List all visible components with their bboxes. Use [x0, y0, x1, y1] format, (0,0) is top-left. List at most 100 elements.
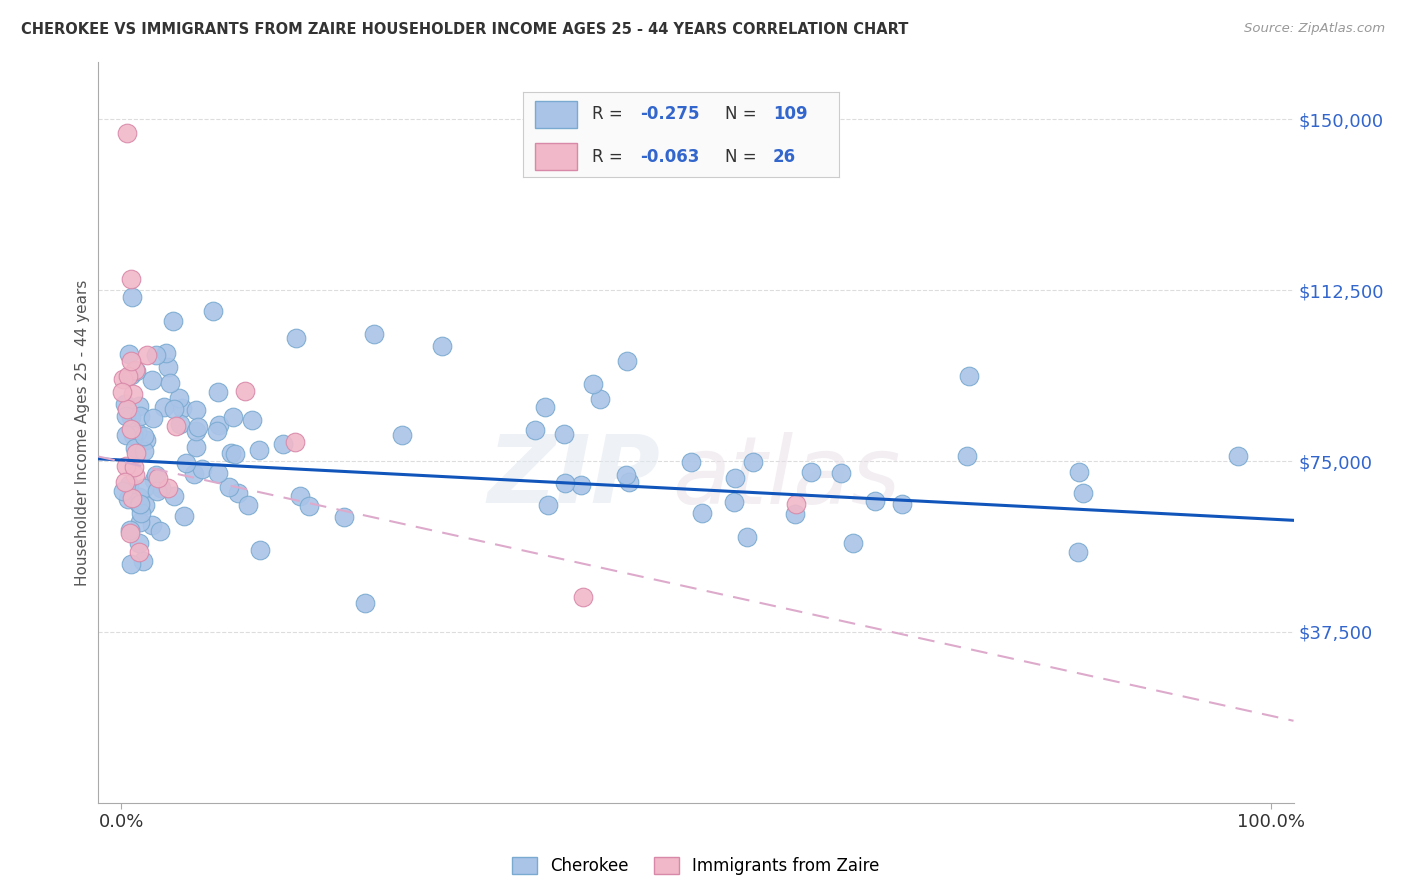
- Point: [249, 542, 271, 557]
- Point: [169, 417, 191, 431]
- Point: [120, 354, 142, 368]
- Point: [582, 376, 605, 391]
- Point: [129, 409, 152, 423]
- Text: ZIP: ZIP: [488, 431, 661, 523]
- Text: CHEROKEE VS IMMIGRANTS FROM ZAIRE HOUSEHOLDER INCOME AGES 25 - 44 YEARS CORRELAT: CHEROKEE VS IMMIGRANTS FROM ZAIRE HOUSEH…: [21, 22, 908, 37]
- Point: [830, 466, 852, 480]
- Point: [1071, 486, 1094, 500]
- Point: [115, 402, 138, 417]
- Point: [128, 535, 150, 549]
- Point: [841, 535, 863, 549]
- Point: [288, 490, 311, 504]
- Point: [554, 476, 576, 491]
- Point: [783, 507, 806, 521]
- Point: [124, 467, 146, 482]
- Point: [157, 359, 180, 374]
- Point: [184, 440, 207, 454]
- Point: [430, 339, 453, 353]
- Point: [120, 523, 142, 537]
- Point: [283, 434, 305, 449]
- Point: [122, 387, 145, 401]
- Point: [297, 500, 319, 514]
- Point: [141, 517, 163, 532]
- Point: [112, 372, 135, 386]
- Text: Source: ZipAtlas.com: Source: ZipAtlas.com: [1244, 22, 1385, 36]
- Point: [863, 494, 886, 508]
- Point: [146, 471, 169, 485]
- Point: [172, 401, 194, 416]
- Point: [240, 413, 263, 427]
- Point: [128, 497, 150, 511]
- Point: [121, 491, 143, 505]
- Point: [128, 399, 150, 413]
- Point: [120, 368, 142, 383]
- Point: [134, 429, 156, 443]
- Point: [271, 437, 294, 451]
- Text: atlas: atlas: [672, 432, 900, 523]
- Point: [135, 348, 157, 362]
- Point: [207, 424, 229, 438]
- Point: [785, 497, 807, 511]
- Point: [956, 449, 979, 463]
- Point: [284, 331, 307, 345]
- Point: [534, 401, 557, 415]
- Point: [117, 369, 139, 384]
- Point: [174, 456, 197, 470]
- Point: [333, 510, 356, 524]
- Point: [134, 498, 156, 512]
- Point: [120, 272, 142, 286]
- Point: [957, 369, 980, 384]
- Point: [391, 428, 413, 442]
- Point: [155, 346, 177, 360]
- Point: [226, 485, 249, 500]
- Point: [190, 462, 212, 476]
- Point: [125, 445, 148, 459]
- Point: [207, 384, 229, 399]
- Point: [153, 400, 176, 414]
- Point: [184, 425, 207, 439]
- Point: [572, 591, 595, 605]
- Point: [167, 392, 190, 406]
- Point: [202, 303, 225, 318]
- Point: [120, 421, 142, 435]
- Point: [131, 506, 153, 520]
- Point: [145, 468, 167, 483]
- Point: [112, 483, 135, 498]
- Point: [742, 455, 765, 469]
- Point: [233, 384, 256, 398]
- Point: [132, 554, 155, 568]
- Point: [238, 499, 260, 513]
- Point: [141, 373, 163, 387]
- Point: [553, 427, 575, 442]
- Point: [184, 402, 207, 417]
- Point: [118, 478, 141, 492]
- Point: [128, 491, 150, 505]
- Point: [115, 427, 138, 442]
- Point: [125, 425, 148, 440]
- Point: [208, 417, 231, 432]
- Point: [800, 466, 823, 480]
- Point: [124, 363, 146, 377]
- Point: [1067, 545, 1090, 559]
- Point: [125, 364, 148, 378]
- Point: [149, 481, 172, 495]
- Point: [115, 126, 138, 140]
- Point: [162, 314, 184, 328]
- Point: [134, 481, 156, 495]
- Point: [1067, 465, 1090, 479]
- Point: [115, 458, 138, 473]
- Point: [124, 441, 146, 455]
- Point: [134, 443, 156, 458]
- Point: [890, 497, 912, 511]
- Point: [129, 515, 152, 529]
- Point: [724, 471, 747, 485]
- Point: [163, 401, 186, 416]
- Point: [124, 460, 146, 475]
- Point: [121, 290, 143, 304]
- Point: [163, 489, 186, 503]
- Point: [122, 428, 145, 442]
- Point: [142, 410, 165, 425]
- Point: [114, 397, 136, 411]
- Point: [537, 498, 560, 512]
- Point: [735, 530, 758, 544]
